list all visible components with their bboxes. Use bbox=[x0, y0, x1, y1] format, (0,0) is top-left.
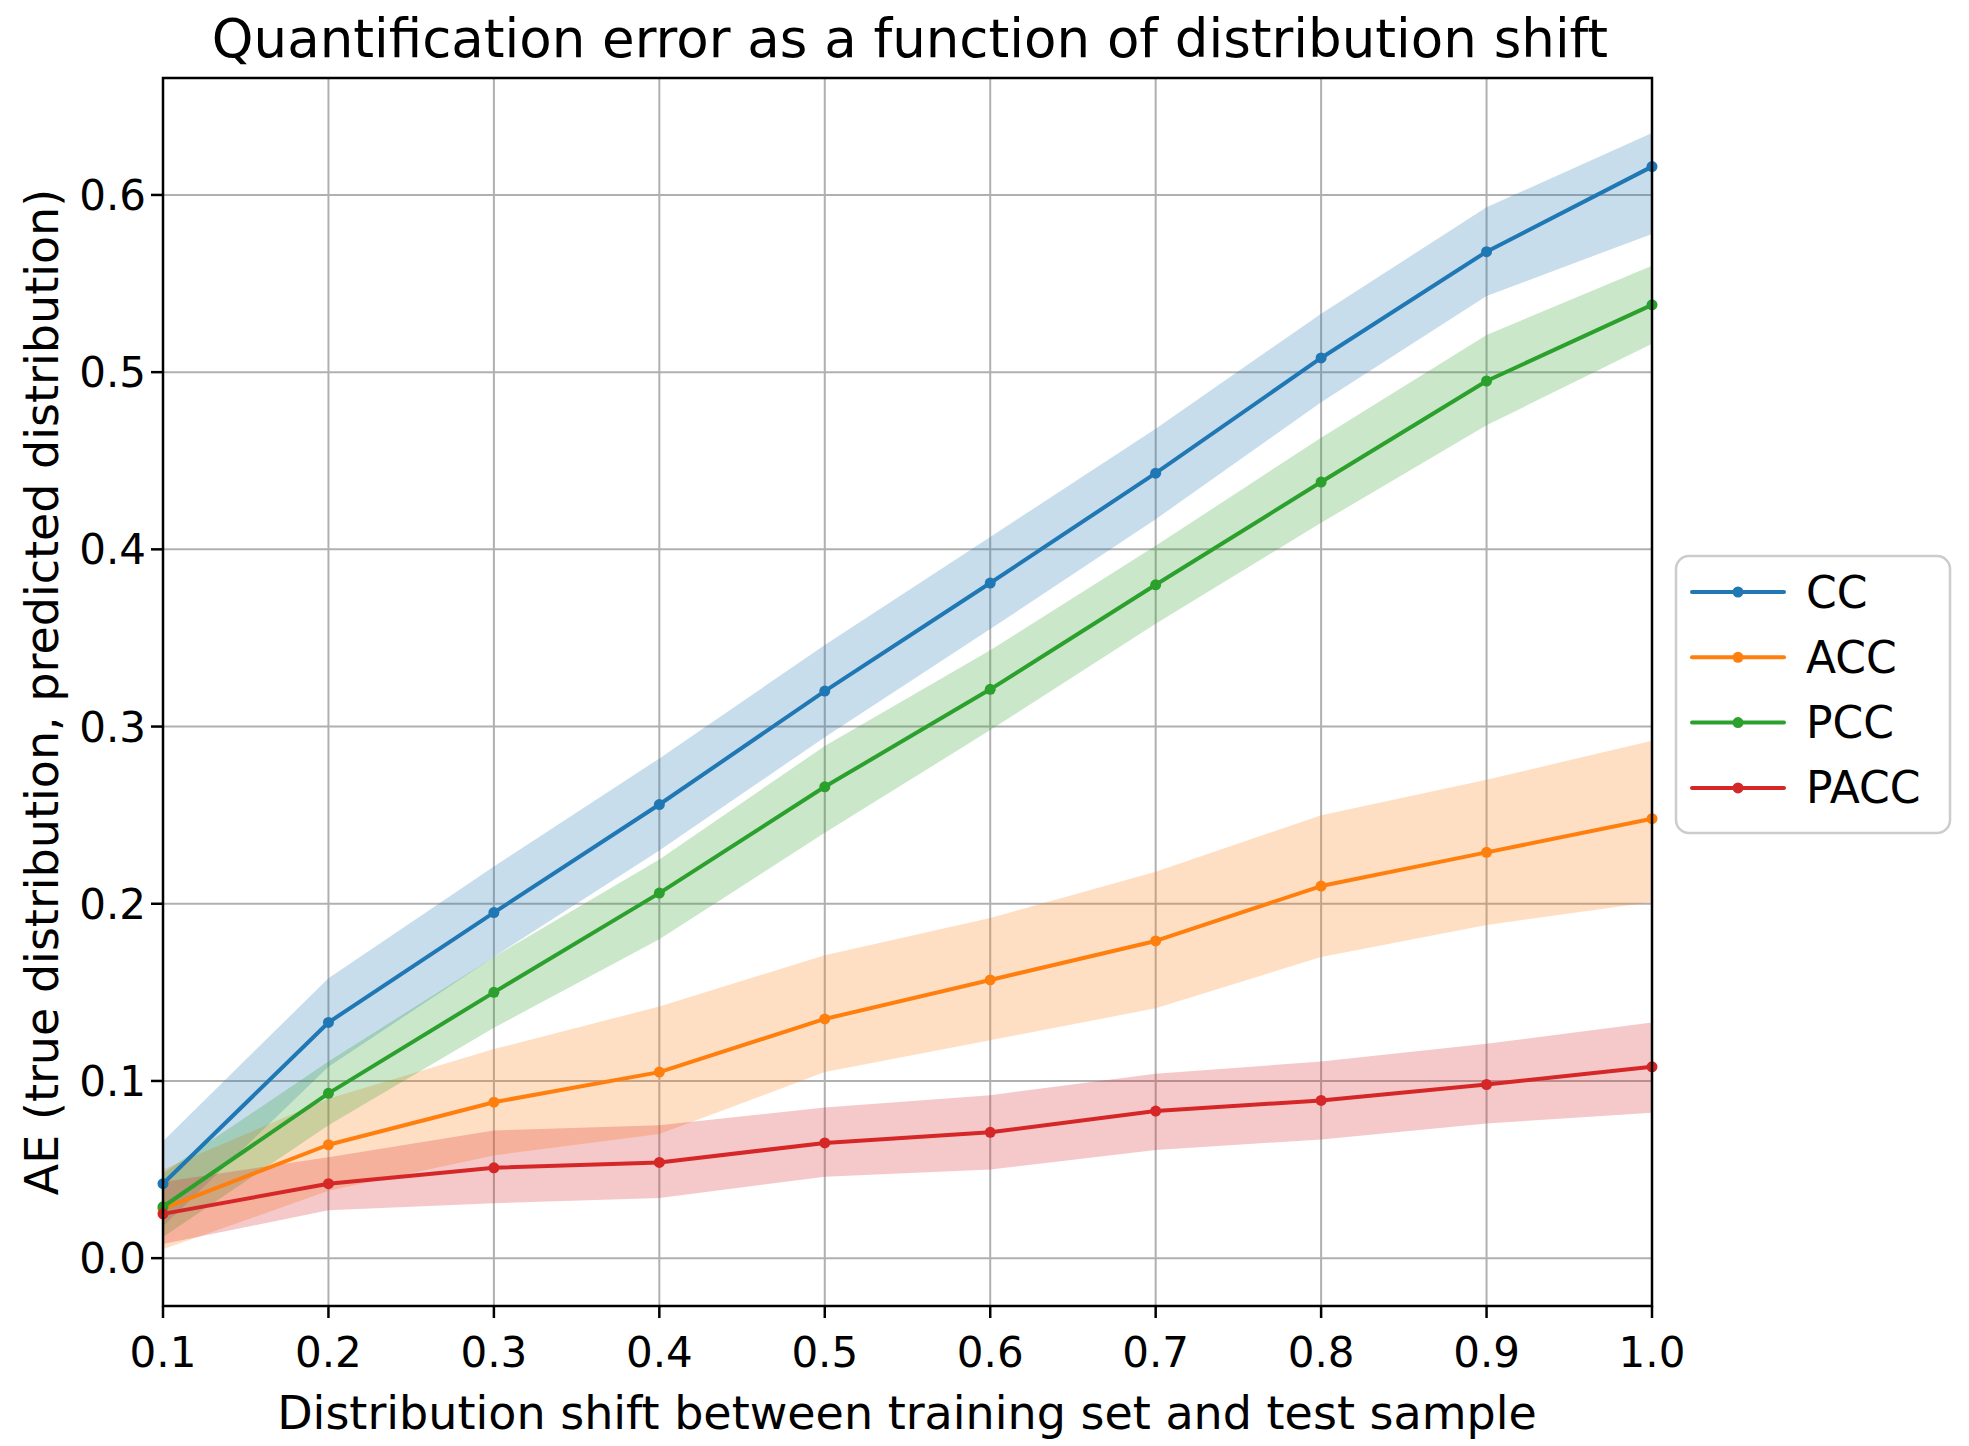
y-tick-label-0.3: 0.3 bbox=[79, 703, 146, 752]
data-point-PACC-0.2 bbox=[323, 1178, 334, 1189]
data-point-ACC-0.6 bbox=[985, 974, 996, 985]
legend-marker-CC bbox=[1733, 587, 1744, 598]
x-tick-label-1.0: 1.0 bbox=[1619, 1328, 1686, 1377]
data-point-CC-0.7 bbox=[1150, 468, 1161, 479]
x-tick-label-0.3: 0.3 bbox=[460, 1328, 527, 1377]
legend: CC ACC PCC PACC bbox=[1676, 556, 1950, 833]
legend-label-ACC: ACC bbox=[1806, 632, 1897, 683]
legend-label-CC: CC bbox=[1806, 567, 1867, 618]
data-point-CC-0.4 bbox=[654, 799, 665, 810]
data-point-ACC-0.5 bbox=[819, 1013, 830, 1024]
data-point-PCC-0.7 bbox=[1150, 579, 1161, 590]
x-axis-label: Distribution shift between training set … bbox=[277, 1386, 1537, 1440]
data-point-CC-0.2 bbox=[323, 1017, 334, 1028]
data-point-PACC-0.3 bbox=[488, 1162, 499, 1173]
y-tick-label-0.0: 0.0 bbox=[79, 1234, 146, 1283]
y-tick-label-0.5: 0.5 bbox=[79, 348, 146, 397]
data-point-ACC-0.4 bbox=[654, 1067, 665, 1078]
x-tick-label-0.4: 0.4 bbox=[626, 1328, 693, 1377]
x-tick-label-0.5: 0.5 bbox=[791, 1328, 858, 1377]
x-tick-label-0.9: 0.9 bbox=[1453, 1328, 1520, 1377]
y-tick-label-0.4: 0.4 bbox=[79, 525, 146, 574]
x-tick-label-0.8: 0.8 bbox=[1288, 1328, 1355, 1377]
quantification-error-chart: 0.1 0.2 0.3 0.4 0.5 0.6 0.7 0.8 0.9 1.0 0.0 0.1 0.2 0… bbox=[0, 0, 1969, 1446]
data-point-ACC-0.8 bbox=[1316, 881, 1327, 892]
data-point-ACC-0.7 bbox=[1150, 935, 1161, 946]
data-point-PCC-0.8 bbox=[1316, 477, 1327, 488]
data-point-ACC-0.9 bbox=[1481, 847, 1492, 858]
data-point-ACC-0.2 bbox=[323, 1139, 334, 1150]
data-point-CC-0.6 bbox=[985, 578, 996, 589]
chart-title: Quantification error as a function of di… bbox=[212, 8, 1608, 69]
data-point-CC-0.9 bbox=[1481, 246, 1492, 257]
y-tick-label-0.6: 0.6 bbox=[79, 171, 146, 220]
legend-label-PCC: PCC bbox=[1806, 697, 1894, 748]
data-point-PACC-0.9 bbox=[1481, 1079, 1492, 1090]
data-point-PACC-0.5 bbox=[819, 1137, 830, 1148]
x-tick-label-0.6: 0.6 bbox=[957, 1328, 1024, 1377]
x-tick-label-0.7: 0.7 bbox=[1122, 1328, 1189, 1377]
data-point-CC-0.5 bbox=[819, 686, 830, 697]
data-point-PCC-0.5 bbox=[819, 781, 830, 792]
y-tick-label-0.1: 0.1 bbox=[79, 1057, 146, 1106]
data-point-CC-0.3 bbox=[488, 907, 499, 918]
legend-label-PACC: PACC bbox=[1806, 762, 1921, 813]
legend-marker-PACC bbox=[1733, 782, 1744, 793]
data-point-ACC-0.3 bbox=[488, 1097, 499, 1108]
data-point-PCC-0.6 bbox=[985, 684, 996, 695]
legend-marker-PCC bbox=[1733, 717, 1744, 728]
data-point-PACC-0.8 bbox=[1316, 1095, 1327, 1106]
y-axis-label: AE (true distribution, predicted distrib… bbox=[15, 189, 69, 1195]
y-tick-label-0.2: 0.2 bbox=[79, 880, 146, 929]
data-point-PCC-0.3 bbox=[488, 987, 499, 998]
x-tick-label-0.1: 0.1 bbox=[130, 1328, 197, 1377]
x-tick-label-0.2: 0.2 bbox=[295, 1328, 362, 1377]
data-point-PCC-0.9 bbox=[1481, 376, 1492, 387]
legend-marker-ACC bbox=[1733, 652, 1744, 663]
data-point-PACC-0.7 bbox=[1150, 1106, 1161, 1117]
data-point-PACC-0.6 bbox=[985, 1127, 996, 1138]
data-point-CC-0.8 bbox=[1316, 352, 1327, 363]
data-point-PCC-0.4 bbox=[654, 888, 665, 899]
data-point-PACC-0.4 bbox=[654, 1157, 665, 1168]
data-point-PCC-0.2 bbox=[323, 1088, 334, 1099]
